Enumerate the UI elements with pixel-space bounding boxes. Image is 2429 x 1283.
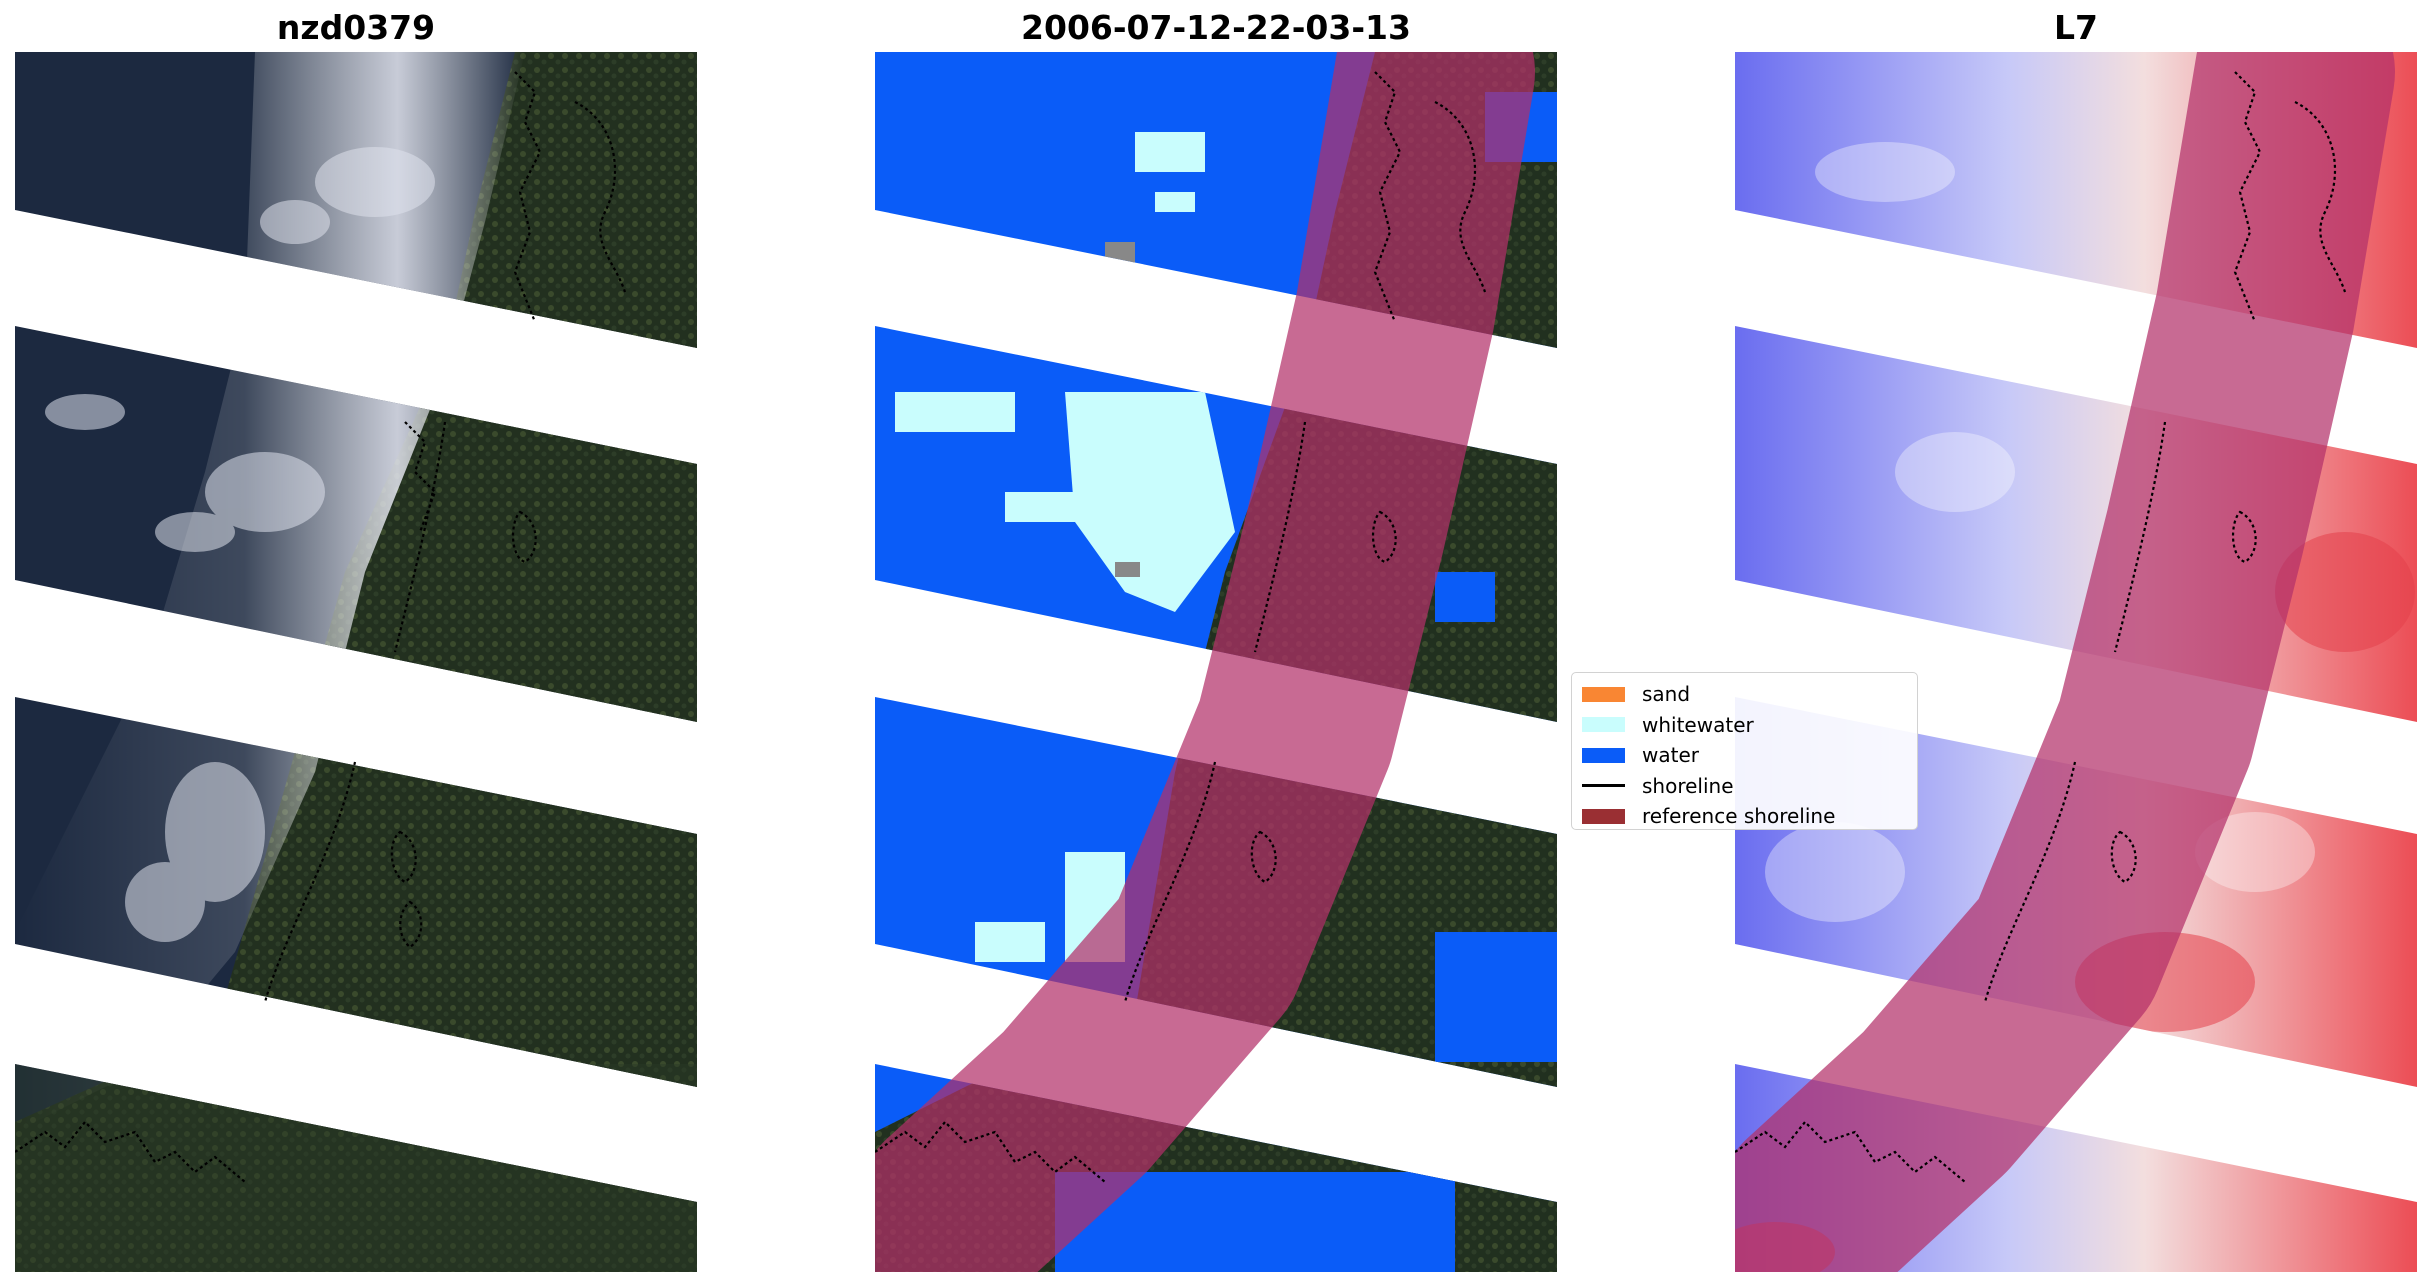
legend-label: whitewater — [1642, 712, 1754, 737]
whitewater-swatch-icon — [1582, 717, 1625, 733]
panel-title-rgb: nzd0379 — [276, 8, 436, 47]
legend-label: shoreline — [1642, 773, 1734, 798]
legend-item-shoreline: shoreline — [1582, 771, 1907, 802]
legend-item-reference-shoreline: reference shoreline — [1582, 801, 1907, 829]
panel-title-index: L7 — [2054, 8, 2098, 47]
classification-image — [875, 52, 1557, 1272]
classification-panel — [875, 52, 1557, 1272]
shoreline-line-icon — [1582, 784, 1625, 788]
legend-label: water — [1642, 743, 1699, 768]
rgb-image — [15, 52, 697, 1272]
legend-label: reference shoreline — [1642, 804, 1836, 829]
water-swatch-icon — [1582, 747, 1625, 763]
reference-shoreline-swatch-icon — [1582, 808, 1625, 824]
panel-title-classification: 2006-07-12-22-03-13 — [1021, 8, 1411, 47]
sand-swatch-icon — [1582, 686, 1625, 702]
index-image — [1735, 52, 2417, 1272]
index-image-panel — [1735, 52, 2417, 1272]
rgb-image-panel — [15, 52, 697, 1272]
legend-item-water: water — [1582, 740, 1907, 771]
legend-label: sand — [1642, 682, 1691, 707]
legend-item-whitewater: whitewater — [1582, 710, 1907, 741]
legend-item-sand: sand — [1582, 679, 1907, 710]
legend: sand whitewater water shoreline referenc… — [1571, 672, 1918, 830]
